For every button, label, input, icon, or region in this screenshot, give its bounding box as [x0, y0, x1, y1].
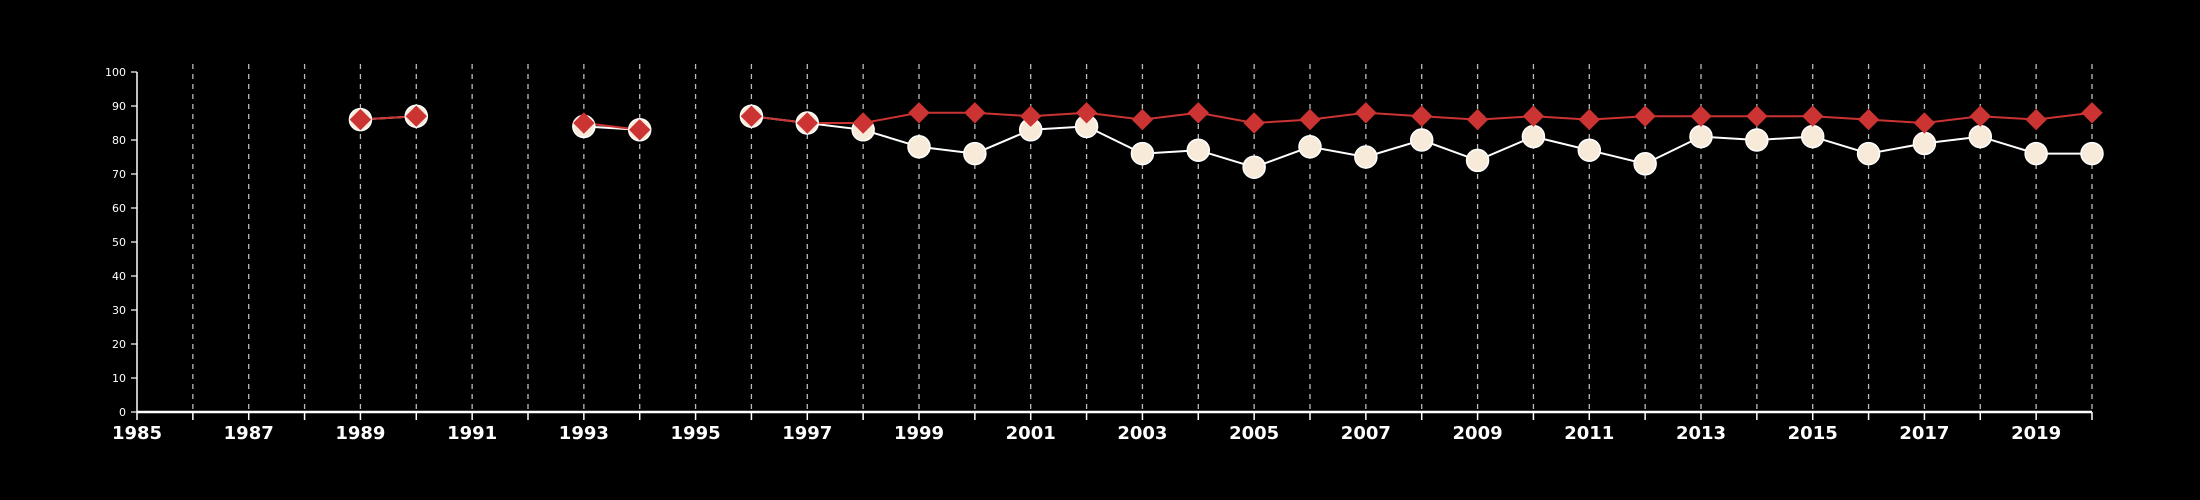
data-point-circle: [1689, 124, 1713, 149]
x-tick-label: 1997: [782, 423, 832, 444]
data-point-diamond: [1466, 108, 1489, 131]
data-point-diamond: [740, 105, 763, 127]
series: [348, 102, 2104, 179]
x-tick-label: 1987: [224, 423, 274, 444]
data-point-diamond: [1020, 105, 1042, 127]
y-tick-label: 60: [112, 202, 126, 215]
x-tick-label: 2005: [1229, 423, 1279, 444]
data-point-diamond: [1578, 108, 1600, 131]
data-point-circle: [1521, 124, 1546, 149]
x-tick-label: 2003: [1117, 423, 1167, 444]
data-point-circle: [907, 135, 931, 159]
data-point-circle: [1856, 141, 1881, 166]
data-point-circle: [963, 141, 987, 166]
data-point-circle: [2080, 141, 2104, 166]
data-point-diamond: [1690, 105, 1712, 127]
data-point-diamond: [1913, 112, 1936, 134]
y-tick-label: 30: [112, 304, 126, 317]
y-tick-label: 80: [112, 134, 126, 147]
data-point-circle: [1130, 141, 1155, 166]
y-axis-ticks: 0 10 20 30 40 50 60 70 80 90 100: [105, 66, 137, 419]
x-tick-label: 2013: [1676, 423, 1726, 444]
x-tick-label: 2017: [1899, 423, 1949, 444]
data-point-diamond: [1299, 108, 1321, 131]
x-tick-label: 2019: [2011, 423, 2061, 444]
data-point-circle: [1745, 128, 1769, 152]
y-tick-label: 50: [112, 236, 126, 249]
y-tick-label: 0: [119, 406, 126, 419]
data-point-diamond: [1634, 105, 1656, 127]
y-tick-label: 40: [112, 270, 126, 283]
data-point-diamond: [1746, 105, 1768, 127]
x-tick-label: 2009: [1453, 423, 1503, 444]
axes: [136, 72, 2092, 414]
x-tick-label: 1985: [112, 423, 162, 444]
data-point-diamond: [629, 119, 651, 141]
x-tick-label: 2007: [1341, 423, 1391, 444]
y-tick-label: 20: [112, 338, 126, 351]
data-point-circle: [1633, 152, 1657, 176]
data-point-diamond: [1802, 105, 1824, 127]
y-tick-label: 90: [112, 100, 126, 113]
data-point-circle: [2024, 141, 2048, 166]
data-point-diamond: [2025, 108, 2047, 131]
x-tick-label: 1995: [671, 423, 721, 444]
gridlines: [192, 64, 2093, 412]
y-tick-label: 10: [112, 372, 126, 385]
data-point-diamond: [964, 102, 986, 124]
y-tick-label: 70: [112, 168, 126, 181]
data-point-circle: [1298, 135, 1322, 159]
data-point-diamond: [349, 108, 372, 131]
data-point-circle: [1242, 155, 1266, 179]
data-point-circle: [1577, 138, 1602, 162]
data-point-diamond: [1969, 105, 1991, 127]
data-point-diamond: [796, 112, 818, 134]
data-point-circle: [1354, 145, 1378, 169]
data-point-diamond: [573, 112, 595, 134]
data-point-diamond: [405, 105, 427, 127]
x-tick-label: 2001: [1006, 423, 1056, 444]
x-axis-ticks: 1985 1987 1989 1991 1993 1995 1997 1999 2001 2003…: [112, 412, 2093, 444]
data-point-diamond: [1243, 112, 1265, 134]
data-point-diamond: [908, 102, 930, 124]
data-point-diamond: [2081, 102, 2103, 124]
data-point-circle: [1912, 131, 1937, 156]
data-point-diamond: [1131, 108, 1154, 131]
data-point-diamond: [1857, 108, 1880, 131]
x-tick-label: 1993: [559, 423, 609, 444]
data-point-circle: [1465, 148, 1490, 173]
data-point-diamond: [852, 112, 874, 134]
x-tick-label: 1991: [447, 423, 497, 444]
data-point-circle: [1800, 124, 1825, 149]
data-point-circle: [1409, 128, 1434, 152]
data-point-diamond: [1075, 102, 1098, 124]
data-point-diamond: [1411, 105, 1433, 127]
data-point-diamond: [1522, 105, 1545, 127]
data-point-diamond: [1187, 102, 1209, 124]
x-tick-label: 2015: [1788, 423, 1838, 444]
x-tick-label: 2011: [1564, 423, 1614, 444]
data-point-diamond: [1355, 102, 1377, 124]
x-tick-label: 1989: [335, 423, 385, 444]
data-point-circle: [1186, 138, 1211, 162]
y-tick-label: 100: [105, 66, 126, 79]
x-tick-label: 1999: [894, 423, 944, 444]
data-point-circle: [1968, 124, 1993, 149]
